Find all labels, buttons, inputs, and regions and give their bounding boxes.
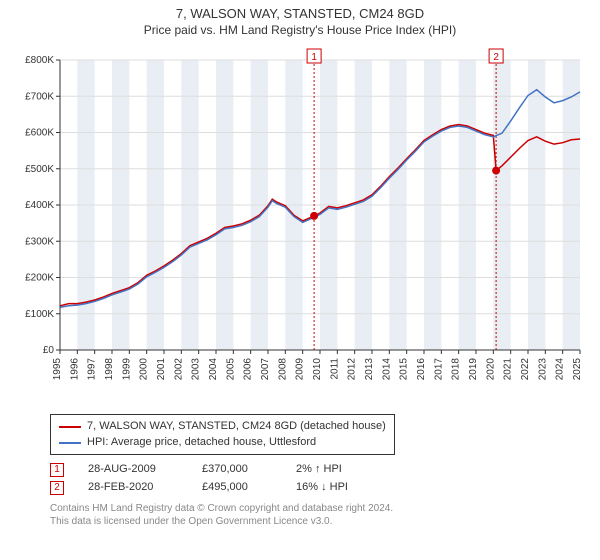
chart-container: 7, WALSON WAY, STANSTED, CM24 8GD Price … bbox=[0, 0, 600, 560]
svg-text:1998: 1998 bbox=[104, 358, 115, 381]
svg-text:2008: 2008 bbox=[277, 358, 288, 381]
legend-item: 7, WALSON WAY, STANSTED, CM24 8GD (detac… bbox=[59, 419, 386, 434]
svg-text:1: 1 bbox=[311, 52, 317, 63]
legend-item: HPI: Average price, detached house, Uttl… bbox=[59, 435, 386, 450]
event-price: £370,000 bbox=[202, 461, 272, 479]
chart-title: 7, WALSON WAY, STANSTED, CM24 8GD bbox=[0, 0, 600, 23]
event-marker-icon: 2 bbox=[50, 481, 64, 495]
svg-text:2006: 2006 bbox=[243, 358, 254, 381]
svg-text:£300K: £300K bbox=[25, 237, 54, 248]
legend-swatch bbox=[59, 426, 81, 428]
events-table: 1 28-AUG-2009 £370,000 2% ↑ HPI 2 28-FEB… bbox=[50, 461, 600, 496]
svg-text:2024: 2024 bbox=[555, 358, 566, 381]
legend-label: HPI: Average price, detached house, Uttl… bbox=[87, 435, 316, 450]
svg-text:2022: 2022 bbox=[520, 358, 531, 381]
svg-text:2025: 2025 bbox=[572, 358, 583, 381]
svg-text:2018: 2018 bbox=[451, 358, 462, 381]
line-chart: 1 2 £0 £100K £200K £300K £400K £500K £600K £700K £… bbox=[10, 42, 590, 410]
svg-text:2003: 2003 bbox=[191, 358, 202, 381]
svg-text:2012: 2012 bbox=[347, 358, 358, 381]
svg-text:2021: 2021 bbox=[503, 358, 514, 381]
svg-text:2: 2 bbox=[493, 52, 499, 63]
event-row: 1 28-AUG-2009 £370,000 2% ↑ HPI bbox=[50, 461, 600, 479]
event-hpi: 2% ↑ HPI bbox=[296, 461, 376, 479]
svg-text:£800K: £800K bbox=[25, 55, 54, 66]
svg-text:2014: 2014 bbox=[381, 358, 392, 381]
svg-text:£600K: £600K bbox=[25, 128, 54, 139]
event-marker-icon: 1 bbox=[50, 463, 64, 477]
svg-text:2015: 2015 bbox=[399, 358, 410, 381]
svg-text:£200K: £200K bbox=[25, 273, 54, 284]
event-row: 2 28-FEB-2020 £495,000 16% ↓ HPI bbox=[50, 479, 600, 497]
svg-text:£100K: £100K bbox=[25, 309, 54, 320]
event-date: 28-FEB-2020 bbox=[88, 479, 178, 497]
svg-text:2001: 2001 bbox=[156, 358, 167, 381]
svg-text:2016: 2016 bbox=[416, 358, 427, 381]
svg-text:1996: 1996 bbox=[69, 358, 80, 381]
event-date: 28-AUG-2009 bbox=[88, 461, 178, 479]
event-hpi: 16% ↓ HPI bbox=[296, 479, 376, 497]
svg-text:2010: 2010 bbox=[312, 358, 323, 381]
chart-subtitle: Price paid vs. HM Land Registry's House … bbox=[0, 23, 600, 43]
svg-text:2009: 2009 bbox=[295, 358, 306, 381]
svg-text:2007: 2007 bbox=[260, 358, 271, 381]
svg-text:2013: 2013 bbox=[364, 358, 375, 381]
svg-text:2011: 2011 bbox=[329, 358, 340, 380]
chart-area: 1 2 £0 £100K £200K £300K £400K £500K £600K £700K £… bbox=[10, 42, 590, 410]
svg-text:£700K: £700K bbox=[25, 92, 54, 103]
svg-text:1995: 1995 bbox=[52, 358, 63, 381]
svg-text:2019: 2019 bbox=[468, 358, 479, 381]
legend-swatch bbox=[59, 442, 81, 444]
svg-text:£400K: £400K bbox=[25, 200, 54, 211]
svg-text:2000: 2000 bbox=[139, 358, 150, 381]
svg-text:2002: 2002 bbox=[173, 358, 184, 381]
svg-text:1999: 1999 bbox=[121, 358, 132, 381]
event-price: £495,000 bbox=[202, 479, 272, 497]
svg-text:2005: 2005 bbox=[225, 358, 236, 381]
legend: 7, WALSON WAY, STANSTED, CM24 8GD (detac… bbox=[50, 414, 395, 455]
footer-line: This data is licensed under the Open Gov… bbox=[50, 515, 600, 528]
legend-label: 7, WALSON WAY, STANSTED, CM24 8GD (detac… bbox=[87, 419, 386, 434]
footer: Contains HM Land Registry data © Crown c… bbox=[50, 502, 600, 528]
svg-text:1997: 1997 bbox=[87, 358, 98, 381]
footer-line: Contains HM Land Registry data © Crown c… bbox=[50, 502, 600, 515]
svg-text:2017: 2017 bbox=[433, 358, 444, 381]
svg-text:2004: 2004 bbox=[208, 358, 219, 381]
svg-text:£500K: £500K bbox=[25, 164, 54, 175]
svg-text:2023: 2023 bbox=[537, 358, 548, 381]
svg-text:£0: £0 bbox=[43, 345, 55, 356]
svg-text:2020: 2020 bbox=[485, 358, 496, 381]
